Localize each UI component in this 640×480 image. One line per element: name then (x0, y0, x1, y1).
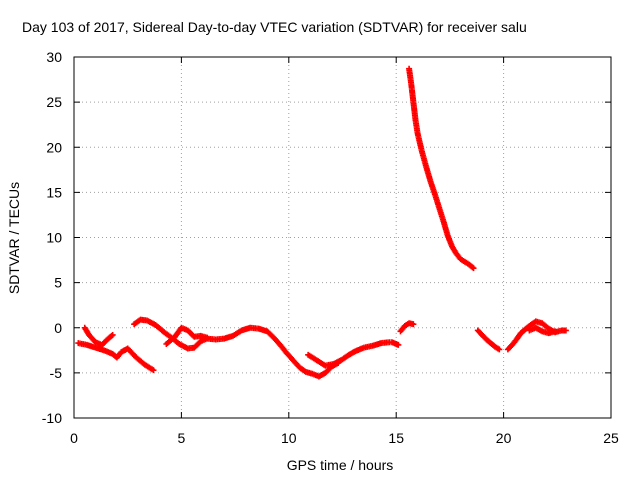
series-track-e (305, 339, 393, 369)
x-tick-label: 0 (70, 430, 78, 446)
y-tick-label: 25 (46, 94, 62, 110)
series-track-k (526, 324, 559, 337)
y-tick-label: 30 (46, 49, 62, 65)
x-tick-label: 5 (178, 430, 186, 446)
x-tick-label: 10 (281, 430, 297, 446)
x-axis-label: GPS time / hours (287, 457, 394, 473)
y-tick-label: -5 (50, 365, 63, 381)
series-track-b (75, 340, 157, 374)
x-tick-label: 20 (496, 430, 512, 446)
y-tick-label: 20 (46, 139, 62, 155)
y-axis-label: SDTVAR / TECUs (6, 182, 22, 294)
x-tick-label: 15 (388, 430, 404, 446)
y-tick-label: 15 (46, 184, 62, 200)
x-tick-label: 25 (603, 430, 619, 446)
data-point (150, 367, 157, 374)
data-point (395, 341, 402, 348)
series-track-g (397, 320, 417, 335)
y-tick-label: 5 (54, 275, 62, 291)
series-track-h (406, 65, 477, 272)
grid-lines (74, 57, 611, 418)
axis-ticks: 0 5 10 15 20 25 -10 -5 0 5 10 15 20 25 30 (42, 49, 619, 446)
y-tick-label: -10 (42, 410, 62, 426)
data-point (109, 331, 116, 338)
y-tick-label: 0 (54, 320, 62, 336)
data-point (108, 332, 115, 339)
data-point (496, 346, 503, 353)
series-track-a (81, 324, 116, 348)
data-point (552, 328, 559, 335)
series-track-i (474, 327, 503, 353)
series-track-d (163, 324, 211, 347)
series-track-f (388, 339, 402, 348)
data-point (204, 334, 211, 341)
data-series (75, 65, 569, 380)
y-tick-label: 10 (46, 230, 62, 246)
data-point (410, 321, 417, 328)
data-point (562, 327, 569, 334)
chart-title: Day 103 of 2017, Sidereal Day-to-day VTE… (22, 19, 527, 35)
data-point (469, 264, 476, 271)
data-point (470, 265, 477, 272)
